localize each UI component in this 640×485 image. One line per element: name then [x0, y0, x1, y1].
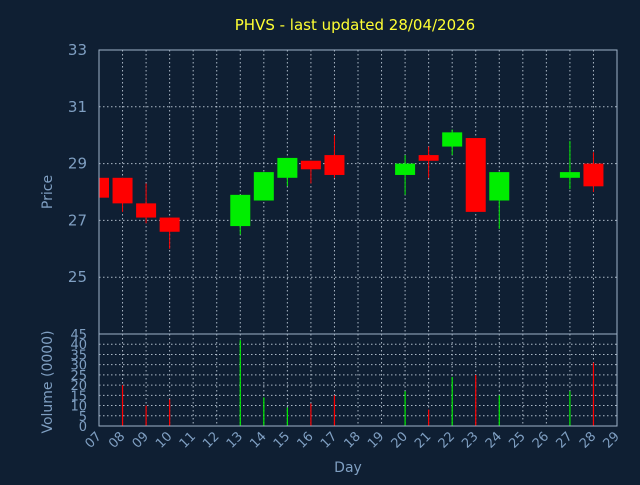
volume-axis-label: Volume (0000) [40, 330, 56, 433]
candle [465, 138, 486, 212]
volume-tick-label: 20 [70, 379, 87, 394]
candle-body [489, 172, 510, 201]
x-tick-label: 26 [530, 429, 552, 451]
volume-tick-label: 35 [70, 348, 87, 363]
price-tick-label: 33 [68, 41, 87, 59]
x-tick-label: 20 [389, 429, 411, 451]
candle [395, 155, 416, 195]
candle-body [559, 172, 580, 178]
x-tick-label: 29 [601, 429, 623, 451]
x-tick-label: 09 [130, 429, 152, 451]
candle [324, 135, 345, 178]
candle-body [159, 217, 180, 232]
candle [112, 177, 133, 212]
candle [253, 172, 274, 201]
volume-tick-label: 15 [70, 389, 87, 404]
volume-panel-frame [98, 333, 618, 427]
candle-body [112, 177, 133, 204]
x-tick-label: 11 [177, 429, 199, 451]
x-tick-label: 19 [365, 429, 387, 451]
candle-body [583, 163, 604, 187]
candle [277, 157, 298, 187]
candle [136, 183, 157, 224]
candle-body [277, 157, 298, 178]
x-tick-label: 08 [106, 429, 128, 451]
price-axis-label: Price [40, 175, 56, 209]
candle-body [136, 203, 157, 218]
volume-tick-label: 10 [70, 400, 87, 415]
candle-body [253, 172, 274, 201]
x-tick-label: 24 [483, 429, 505, 451]
x-tick-label: 14 [247, 429, 269, 451]
candle [559, 140, 580, 190]
candle [442, 129, 463, 156]
x-axis-label: Day [334, 460, 362, 476]
x-tick-label: 18 [342, 429, 364, 451]
candle-body [99, 177, 109, 198]
candle-body [230, 194, 251, 227]
x-tick-label: 16 [294, 429, 316, 451]
x-tick-label: 25 [506, 429, 528, 451]
candle-body [465, 138, 486, 212]
x-tick-label: 10 [153, 429, 175, 451]
price-tick-label: 29 [68, 155, 87, 173]
candle-body [395, 163, 416, 175]
volume-tick-label: 5 [79, 410, 87, 425]
x-tick-label: 12 [200, 429, 222, 451]
candle [300, 160, 321, 184]
volume-tick-label: 45 [70, 328, 87, 343]
volume-tick-label: 40 [70, 338, 87, 353]
candle [230, 194, 251, 235]
candle-body [442, 132, 463, 147]
chart-title: PHVS - last updated 28/04/2026 [235, 16, 475, 34]
price-tick-label: 31 [68, 98, 87, 116]
candle-body [300, 160, 321, 170]
x-tick-label: 17 [318, 429, 340, 451]
candle-body [324, 155, 345, 175]
volume-tick-label: 30 [70, 359, 87, 374]
candle [418, 146, 439, 178]
x-tick-label: 21 [412, 429, 434, 451]
x-tick-label: 15 [271, 429, 293, 451]
volume-tick-label: 0 [79, 420, 87, 435]
x-tick-label: 28 [577, 429, 599, 451]
x-tick-label: 23 [459, 429, 481, 451]
price-tick-label: 25 [68, 268, 87, 286]
price-tick-label: 27 [68, 211, 87, 229]
x-tick-label: 27 [553, 429, 575, 451]
candle [489, 172, 510, 229]
candle [159, 217, 180, 249]
x-tick-label: 22 [436, 429, 458, 451]
candle [98, 177, 109, 198]
volume-tick-label: 25 [70, 369, 87, 384]
candle-body [418, 155, 439, 161]
x-tick-label: 13 [224, 429, 246, 451]
candle [583, 152, 604, 192]
